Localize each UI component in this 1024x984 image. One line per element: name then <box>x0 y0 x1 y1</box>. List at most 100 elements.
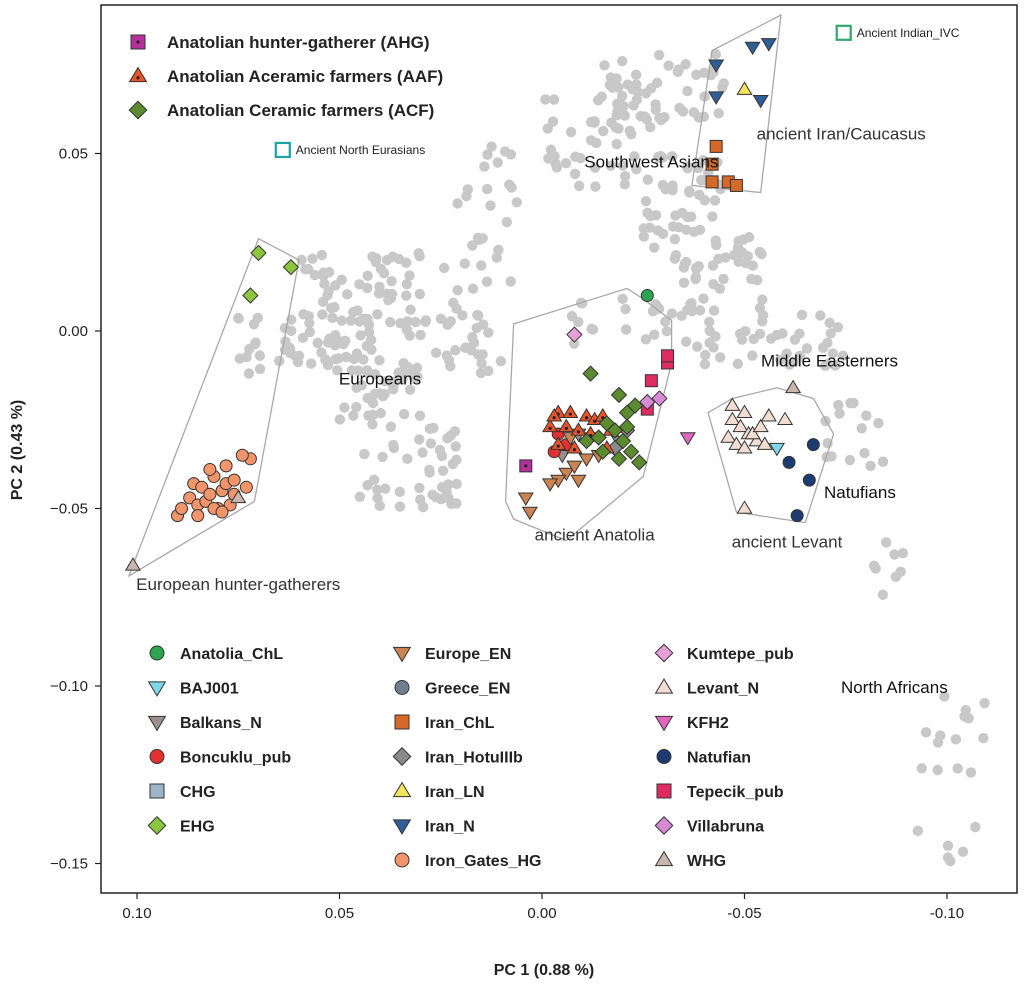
background-point <box>547 116 559 127</box>
background-point <box>732 242 744 253</box>
point-levant-n <box>736 404 753 418</box>
background-point <box>932 737 944 748</box>
legend-label: CHG <box>180 784 216 801</box>
background-point <box>323 286 334 297</box>
point-levant-n <box>720 429 737 443</box>
background-point <box>736 334 748 345</box>
background-point <box>629 151 640 162</box>
background-point <box>545 144 557 155</box>
background-point <box>865 460 876 472</box>
region-label: European hunter-gatherers <box>136 575 340 594</box>
legend-marker-levant-n <box>654 678 674 694</box>
point-anatolian-ceramic-farmers-acf- <box>614 432 632 450</box>
open-marker-ancient-indian-ivc <box>835 24 852 41</box>
point-levant-n <box>760 408 777 422</box>
region-label: ancient Levant <box>732 533 843 552</box>
point-iran-n <box>744 41 761 56</box>
background-point <box>320 354 331 365</box>
point-levant-n <box>732 418 749 433</box>
background-point <box>815 310 826 321</box>
background-point <box>339 402 350 413</box>
background-point <box>415 494 426 505</box>
background-point <box>640 334 652 345</box>
background-point <box>372 484 383 495</box>
background-point <box>414 288 425 300</box>
background-point <box>436 494 447 505</box>
point-levant-n <box>724 411 741 426</box>
point-iran-chl <box>705 175 719 189</box>
background-point <box>932 764 943 776</box>
point-anatolian-ceramic-farmers-acf- <box>582 365 599 382</box>
background-point <box>394 501 406 512</box>
background-point <box>362 270 373 281</box>
background-point <box>379 483 391 494</box>
background-point <box>617 293 628 305</box>
point-levant-n <box>748 432 765 447</box>
background-point <box>680 256 692 268</box>
legend-label: Greece_EN <box>425 681 510 698</box>
background-point <box>574 180 585 192</box>
legend-marker-kumtepe-pub <box>654 643 674 663</box>
background-point <box>451 478 462 490</box>
background-point <box>438 262 450 274</box>
legend-label: Iran_LN <box>425 784 485 801</box>
background-point <box>297 332 309 344</box>
legend-label: Europe_EN <box>425 646 511 663</box>
background-point <box>425 438 437 449</box>
background-point <box>477 349 488 360</box>
background-point <box>367 419 378 430</box>
background-point <box>450 441 461 452</box>
legend-label: Boncuklu_pub <box>180 750 291 767</box>
background-point <box>711 239 722 251</box>
background-point <box>493 244 504 256</box>
top-legend-marker <box>130 34 146 50</box>
background-point <box>309 269 321 281</box>
point-iron-gates-hg <box>239 480 253 494</box>
background-point <box>616 90 628 102</box>
background-point <box>363 410 374 421</box>
legend-marker-iran-n <box>392 819 412 835</box>
background-point <box>474 234 485 246</box>
background-point <box>375 408 386 419</box>
background-point <box>400 290 412 301</box>
background-point <box>331 365 343 376</box>
point-anatolian-aceramic-farmers-aaf- <box>542 418 559 433</box>
background-point <box>669 233 681 245</box>
point-anatolian-aceramic-farmers-aaf- <box>546 408 563 422</box>
background-point <box>393 253 405 265</box>
background-point <box>302 263 314 275</box>
background-point <box>710 331 721 342</box>
background-point <box>495 355 507 367</box>
y-axis-title: PC 2 (0.43 %) <box>9 400 26 500</box>
background-point <box>684 187 695 198</box>
background-point <box>889 549 900 560</box>
background-point <box>592 95 604 106</box>
background-point <box>467 283 479 294</box>
background-point <box>316 249 328 261</box>
point-europe-en <box>542 478 559 492</box>
background-point <box>747 350 758 361</box>
region-label: Natufians <box>824 483 896 502</box>
background-point <box>354 491 366 503</box>
hull-ancient-anatolia <box>504 287 673 542</box>
background-point <box>401 279 412 290</box>
point-iran-ln <box>736 81 753 95</box>
background-point <box>445 361 456 372</box>
top-legend-label: Anatolian Aceramic farmers (AAF) <box>167 67 443 86</box>
legend-marker-kfh2 <box>654 715 674 732</box>
background-point <box>511 197 522 208</box>
background-point <box>651 77 663 88</box>
point-iron-gates-hg <box>191 509 205 523</box>
background-point <box>467 331 478 343</box>
plot-frame <box>100 4 1018 894</box>
background-point <box>441 486 452 497</box>
y-tick-label: 0.00 <box>59 323 88 340</box>
background-point <box>414 482 425 494</box>
point-iron-gates-hg <box>183 491 197 505</box>
background-point <box>413 248 424 259</box>
legend-label: KFH2 <box>687 715 729 732</box>
region-label: Europeans <box>339 369 421 388</box>
background-point <box>640 196 652 207</box>
background-point <box>548 94 560 105</box>
